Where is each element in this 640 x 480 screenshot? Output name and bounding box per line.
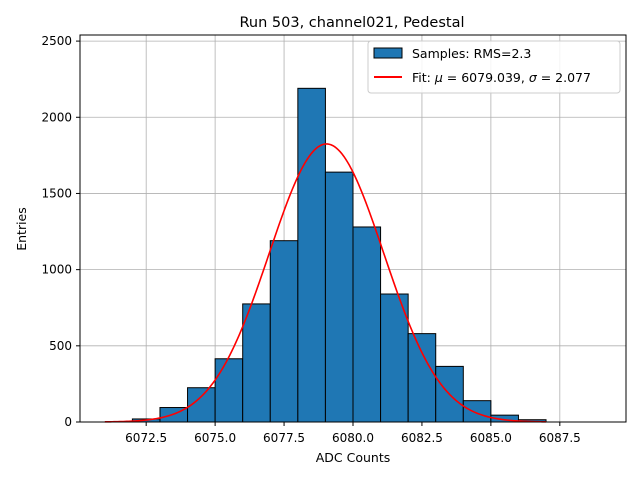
y-tick-label: 2000 (41, 110, 72, 124)
legend-fit-prefix: Fit: (412, 70, 435, 85)
x-axis-ticks: 6072.5 6075.0 6077.5 6080.0 6082.5 6085.0 6087… (125, 422, 581, 445)
y-tick-label: 2500 (41, 34, 72, 48)
legend-label-samples: Samples: RMS=2.3 (412, 46, 531, 61)
x-tick-label: 6082.5 (401, 431, 443, 445)
histogram-bar (407, 333, 437, 423)
histogram-bar (214, 358, 244, 423)
legend-fit-sigma-value: = 2.077 (537, 70, 591, 85)
legend: Samples: RMS=2.3 Fit: μ = 6079.039, σ = … (367, 40, 621, 94)
histogram-bar (242, 303, 271, 423)
legend-label-fit: Fit: μ = 6079.039, σ = 2.077 (412, 70, 591, 85)
legend-fit-mu-value: = 6079.039, (443, 70, 529, 85)
y-tick-label: 500 (49, 339, 72, 353)
x-tick-label: 6080.0 (332, 431, 374, 445)
y-tick-label: 0 (64, 415, 72, 429)
legend-fit-mu-symbol: μ (434, 70, 443, 85)
chart-title: Run 503, channel021, Pedestal (239, 15, 464, 31)
x-tick-label: 6072.5 (125, 431, 167, 445)
histogram-bar (324, 171, 354, 423)
y-tick-label: 1500 (41, 186, 72, 200)
legend-fit-sigma-symbol: σ (529, 70, 538, 85)
y-axis-label: Entries (14, 207, 29, 251)
x-tick-label: 6077.5 (263, 431, 305, 445)
x-tick-label: 6075.0 (194, 431, 236, 445)
legend-swatch-samples (373, 47, 403, 59)
histogram-bar (380, 293, 409, 423)
x-axis-label: ADC Counts (316, 450, 391, 465)
x-tick-label: 6085.0 (470, 431, 512, 445)
histogram-bar (462, 400, 492, 423)
fit-curve-layer (104, 143, 547, 423)
histogram-bar (352, 226, 382, 423)
legend-box (367, 40, 621, 94)
histogram-bar (269, 240, 299, 423)
y-tick-label: 1000 (41, 263, 72, 277)
gaussian-fit-curve (104, 143, 547, 423)
y-axis-ticks: 0 500 1000 1500 2000 2500 (41, 34, 80, 429)
histogram-bars (131, 87, 547, 423)
histogram-bar (297, 87, 326, 423)
x-tick-label: 6087.5 (539, 431, 581, 445)
